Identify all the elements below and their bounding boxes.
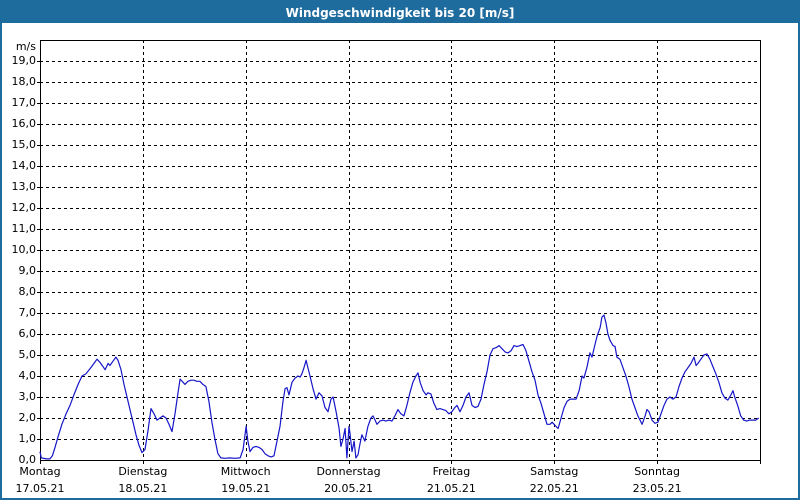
x-day-label: Donnerstag	[316, 465, 381, 478]
x-date-label: 19.05.21	[221, 482, 271, 495]
y-tick-label: 12,0	[11, 201, 37, 214]
x-date-label: 20.05.21	[324, 482, 374, 495]
x-date-label: 23.05.21	[632, 482, 682, 495]
x-day-label: Freitag	[432, 465, 471, 478]
y-tick-label: 17,0	[11, 96, 37, 109]
x-day-label: Montag	[19, 465, 61, 478]
y-tick-label: 1,0	[18, 432, 37, 445]
x-day-label: Samstag	[530, 465, 579, 478]
x-date-label: 21.05.21	[426, 482, 476, 495]
y-tick-label: 14,0	[11, 159, 37, 172]
y-tick-label: 15,0	[11, 138, 37, 151]
plot-frame	[40, 40, 761, 461]
x-date-label: 22.05.21	[529, 482, 579, 495]
x-day-label: Dienstag	[118, 465, 168, 478]
y-tick-label: 18,0	[11, 75, 37, 88]
y-tick-label: 10,0	[11, 243, 37, 256]
y-tick-label: 9,0	[18, 264, 37, 277]
x-day-label: Sonntag	[634, 465, 680, 478]
y-tick-label: 19,0	[11, 54, 37, 67]
y-tick-label: 8,0	[18, 285, 37, 298]
y-tick-label: 0,0	[18, 453, 37, 466]
y-tick-label: 7,0	[18, 306, 37, 319]
x-date-label: 18.05.21	[118, 482, 168, 495]
chart-area: m/s 19,0 18,0 17,0 16,0 15,0 14,0 13,0 12,0 11,0…	[2, 23, 798, 498]
y-tick-label: 13,0	[11, 180, 37, 193]
y-tick-label: 16,0	[11, 117, 37, 130]
page-title: Windgeschwindigkeit bis 20 [m/s]	[285, 5, 515, 20]
y-tick-label: 4,0	[18, 369, 37, 382]
x-date-label: 17.05.21	[15, 482, 65, 495]
title-bar: Windgeschwindigkeit bis 20 [m/s]	[2, 2, 798, 23]
x-day-label: Mittwoch	[220, 465, 271, 478]
y-tick-label: 6,0	[18, 327, 37, 340]
y-tick-label: 5,0	[18, 348, 37, 361]
y-tick-label: 2,0	[18, 411, 37, 424]
y-axis-unit-label: m/s	[15, 40, 36, 53]
y-tick-label: 11,0	[11, 222, 37, 235]
wind-speed-line	[39, 314, 760, 460]
wind-speed-plot	[37, 40, 761, 464]
y-tick-label: 3,0	[18, 390, 37, 403]
